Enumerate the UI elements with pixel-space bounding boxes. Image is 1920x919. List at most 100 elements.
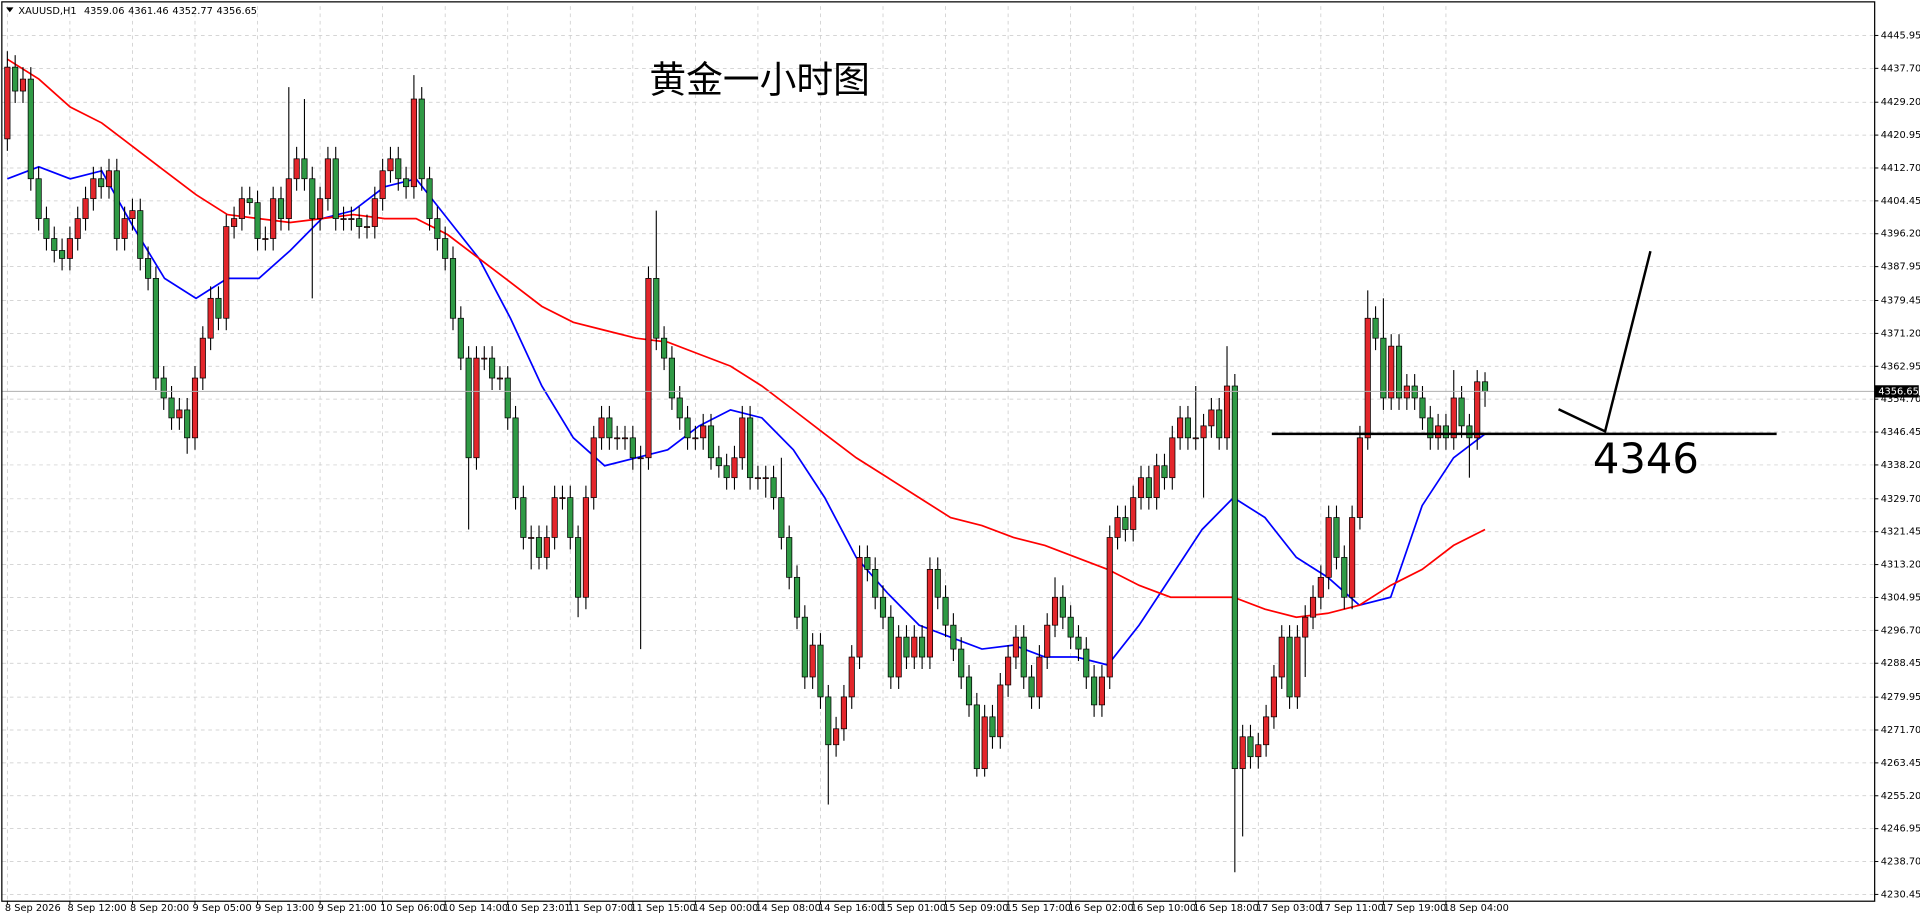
- candle-body: [199, 337, 206, 379]
- candle-body: [1137, 477, 1145, 498]
- candle-body: [410, 98, 417, 188]
- candle-body: [997, 684, 1004, 738]
- candle-body: [1294, 636, 1301, 698]
- candle-body: [1051, 596, 1059, 626]
- x-tick-label: 9 Sep 13:00: [255, 903, 314, 914]
- candle-body: [1044, 624, 1051, 658]
- candle-body: [934, 568, 941, 598]
- candle-body: [1349, 517, 1356, 598]
- candle-body: [567, 497, 574, 538]
- candle-body: [74, 218, 81, 239]
- candle-body: [543, 537, 550, 558]
- candle-body: [1231, 385, 1238, 770]
- candle-body: [35, 178, 42, 219]
- current-price-label: 4356.65: [1878, 386, 1919, 397]
- candle-body: [121, 218, 128, 239]
- check-drawing: [1558, 250, 1652, 434]
- candle-body: [19, 78, 27, 92]
- candle-body: [176, 409, 183, 419]
- y-tick-label: 4371.20: [1881, 328, 1920, 339]
- x-tick-label: 11 Sep 07:00: [568, 903, 633, 914]
- candle-body: [1208, 409, 1215, 427]
- y-tick-label: 4263.45: [1881, 758, 1920, 769]
- candle-body: [887, 616, 894, 678]
- price-axis: 4445.95 4437.70 4429.20 4420.95 4412.70 4404.…: [5, 30, 1920, 914]
- y-tick-label: 4296.70: [1881, 625, 1920, 636]
- candle-body: [1450, 397, 1457, 439]
- candle-body: [1247, 736, 1254, 758]
- candle-body: [661, 337, 668, 359]
- y-tick-label: 4420.95: [1881, 130, 1920, 141]
- candle-body: [1286, 636, 1293, 698]
- candle-body: [387, 158, 394, 172]
- candle-body: [137, 210, 144, 259]
- y-tick-label: 4313.20: [1881, 560, 1920, 571]
- candle-body: [926, 568, 933, 658]
- candle-body: [363, 226, 371, 228]
- candle-body: [434, 218, 441, 239]
- candle-body: [12, 66, 19, 92]
- candle-body: [90, 178, 97, 200]
- candle-body: [98, 178, 105, 188]
- candle-body: [504, 377, 511, 419]
- candle-body: [606, 417, 613, 439]
- x-tick-label: 16 Sep 02:00: [1068, 903, 1133, 914]
- candle-body: [1192, 437, 1199, 440]
- chart-header: XAUUSD,H1 4359.06 4361.46 4352.77 4356.65: [18, 6, 257, 17]
- candle-body: [762, 477, 769, 480]
- candle-body: [1200, 425, 1207, 439]
- candle-body: [285, 178, 292, 219]
- candle-body: [590, 437, 597, 498]
- candle-body: [1263, 716, 1270, 746]
- moving-average: [6, 58, 1486, 619]
- candle-body: [950, 624, 957, 650]
- x-tick-label: 15 Sep 17:00: [1006, 903, 1071, 914]
- candle-body: [535, 537, 543, 558]
- candle-body: [145, 258, 152, 279]
- candle-body: [324, 158, 331, 200]
- candle-body: [1255, 744, 1262, 758]
- candle-body: [254, 202, 261, 239]
- y-tick-label: 4288.45: [1881, 658, 1920, 669]
- candle-body: [817, 644, 824, 698]
- candle-body: [715, 457, 722, 467]
- candle-body: [1083, 648, 1090, 678]
- y-tick-label: 4338.20: [1881, 460, 1920, 471]
- candle-body: [637, 457, 644, 460]
- candle-body: [1458, 397, 1465, 427]
- candle-body: [1403, 385, 1410, 399]
- candle-body: [1028, 676, 1035, 698]
- candle-body: [332, 158, 339, 219]
- candle-body: [1395, 345, 1403, 399]
- candle-body: [1411, 385, 1418, 399]
- x-tick-label: 10 Sep 06:00: [380, 903, 445, 914]
- y-tick-label: 4387.95: [1881, 262, 1920, 273]
- candle-body: [1012, 636, 1019, 658]
- y-tick-label: 4279.95: [1881, 692, 1920, 703]
- candle-body: [207, 297, 214, 339]
- x-tick-label: 17 Sep 11:00: [1318, 903, 1383, 914]
- candle-body: [598, 417, 605, 439]
- candle-body: [864, 557, 871, 570]
- candle-body: [301, 158, 308, 180]
- candle-body: [653, 278, 660, 339]
- candle-body: [356, 218, 363, 227]
- candle-body: [1341, 557, 1348, 598]
- candle-body: [309, 178, 316, 219]
- candle-body: [895, 636, 902, 678]
- menu-arrow[interactable]: [6, 7, 14, 13]
- candle-body: [82, 198, 89, 219]
- candle-body: [739, 417, 746, 459]
- x-tick-label: 9 Sep 05:00: [193, 903, 252, 914]
- candle-body: [582, 497, 589, 598]
- candle-body: [1435, 425, 1442, 439]
- candle-body: [238, 198, 245, 219]
- price-label-box: [1874, 385, 1919, 398]
- candle-body: [1427, 417, 1434, 439]
- close-price: 4356.65: [217, 6, 258, 17]
- candle-body: [215, 297, 222, 319]
- y-tick-label: 4321.45: [1881, 527, 1920, 538]
- candle-body: [1067, 616, 1074, 638]
- candle-body: [684, 417, 691, 439]
- chart-title: 黄金一小时图: [649, 59, 870, 102]
